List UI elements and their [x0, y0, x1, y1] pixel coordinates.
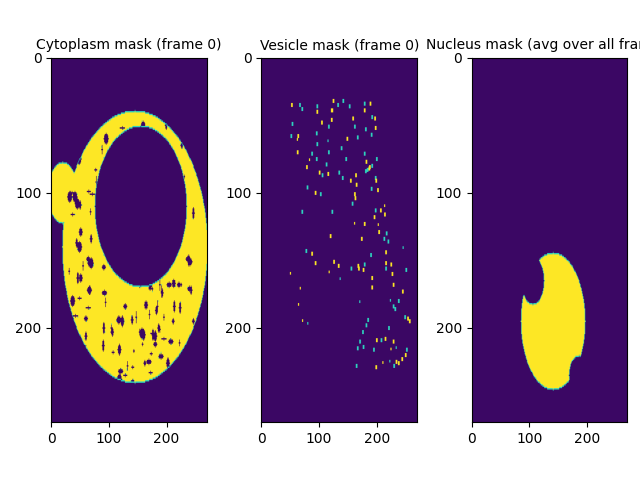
- Title: Vesicle mask (frame 0): Vesicle mask (frame 0): [259, 38, 419, 52]
- Title: Nucleus mask (avg over all frames): Nucleus mask (avg over all frames): [426, 38, 640, 52]
- Title: Cytoplasm mask (frame 0): Cytoplasm mask (frame 0): [36, 38, 222, 52]
